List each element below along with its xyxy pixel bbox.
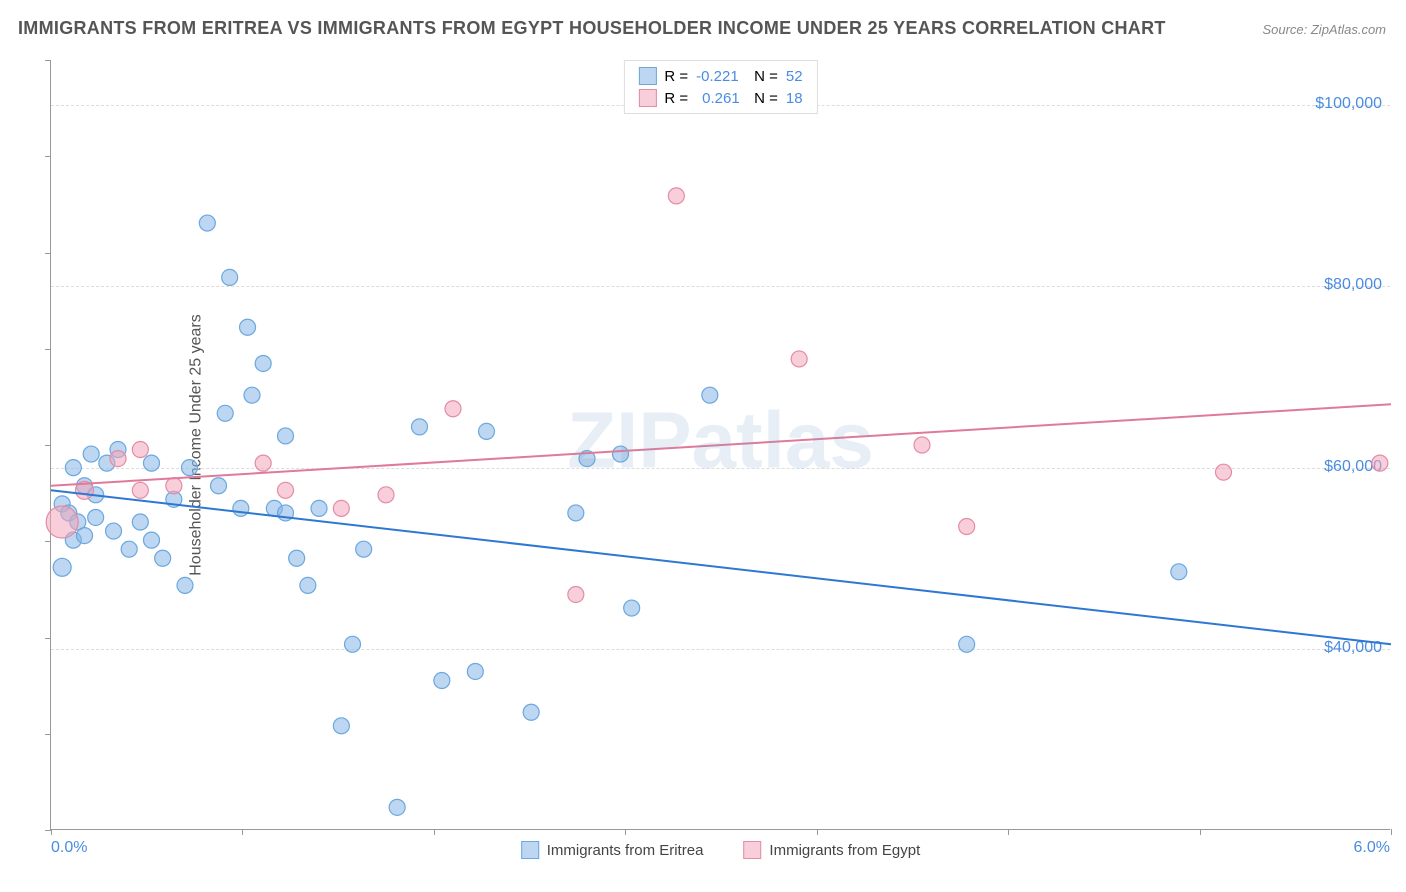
scatter-point-eritrea — [434, 673, 450, 689]
scatter-point-eritrea — [1171, 564, 1187, 580]
scatter-point-eritrea — [53, 558, 71, 576]
plot-area: Householder Income Under 25 years $100,0… — [50, 60, 1390, 830]
trend-line-egypt — [51, 404, 1391, 486]
legend-n-prefix: N = — [754, 90, 778, 107]
scatter-point-eritrea — [211, 478, 227, 494]
legend-n-value: 52 — [786, 68, 803, 85]
scatter-point-eritrea — [613, 446, 629, 462]
scatter-point-egypt — [959, 519, 975, 535]
legend-n-value: 18 — [786, 90, 803, 107]
scatter-point-eritrea — [88, 509, 104, 525]
legend-r-value: -0.221 — [696, 68, 746, 85]
scatter-point-egypt — [914, 437, 930, 453]
scatter-point-eritrea — [479, 423, 495, 439]
legend-series: Immigrants from Eritrea Immigrants from … — [521, 841, 921, 859]
x-tick-label: 6.0% — [1354, 839, 1390, 857]
scatter-point-eritrea — [278, 428, 294, 444]
x-tick — [625, 829, 626, 835]
scatter-point-eritrea — [624, 600, 640, 616]
legend-item-egypt: Immigrants from Egypt — [743, 841, 920, 859]
scatter-point-eritrea — [217, 405, 233, 421]
scatter-point-eritrea — [181, 460, 197, 476]
scatter-point-eritrea — [199, 215, 215, 231]
scatter-point-eritrea — [83, 446, 99, 462]
scatter-point-eritrea — [311, 500, 327, 516]
scatter-point-eritrea — [121, 541, 137, 557]
scatter-point-eritrea — [412, 419, 428, 435]
legend-stats-row: R = -0.221 N = 52 — [638, 67, 802, 85]
scatter-point-eritrea — [300, 577, 316, 593]
scatter-point-egypt — [1372, 455, 1388, 471]
scatter-point-eritrea — [389, 799, 405, 815]
scatter-point-egypt — [791, 351, 807, 367]
scatter-point-eritrea — [222, 269, 238, 285]
scatter-point-egypt — [255, 455, 271, 471]
scatter-point-eritrea — [155, 550, 171, 566]
scatter-point-eritrea — [333, 718, 349, 734]
legend-stats-row: R = 0.261 N = 18 — [638, 89, 802, 107]
x-tick — [1008, 829, 1009, 835]
scatter-point-eritrea — [132, 514, 148, 530]
legend-series-label: Immigrants from Eritrea — [547, 842, 704, 859]
x-tick — [242, 829, 243, 835]
scatter-point-egypt — [333, 500, 349, 516]
scatter-point-egypt — [1216, 464, 1232, 480]
legend-r-value: 0.261 — [696, 90, 746, 107]
scatter-point-eritrea — [244, 387, 260, 403]
scatter-point-egypt — [568, 586, 584, 602]
scatter-point-eritrea — [345, 636, 361, 652]
legend-swatch-egypt — [743, 841, 761, 859]
scatter-point-eritrea — [959, 636, 975, 652]
scatter-point-egypt — [445, 401, 461, 417]
legend-swatch-egypt — [638, 89, 656, 107]
legend-r-prefix: R = — [664, 68, 688, 85]
x-tick — [51, 829, 52, 835]
scatter-point-egypt — [110, 451, 126, 467]
trend-line-eritrea — [51, 490, 1391, 644]
legend-swatch-eritrea — [638, 67, 656, 85]
scatter-point-egypt — [378, 487, 394, 503]
x-tick-label: 0.0% — [51, 839, 87, 857]
scatter-point-eritrea — [144, 532, 160, 548]
scatter-point-eritrea — [523, 704, 539, 720]
scatter-point-eritrea — [65, 460, 81, 476]
legend-swatch-eritrea — [521, 841, 539, 859]
scatter-point-eritrea — [177, 577, 193, 593]
legend-series-label: Immigrants from Egypt — [769, 842, 920, 859]
plot-svg — [51, 60, 1390, 829]
legend-item-eritrea: Immigrants from Eritrea — [521, 841, 704, 859]
scatter-point-eritrea — [233, 500, 249, 516]
scatter-point-egypt — [166, 478, 182, 494]
scatter-point-eritrea — [240, 319, 256, 335]
scatter-point-eritrea — [289, 550, 305, 566]
legend-r-prefix: R = — [664, 90, 688, 107]
legend-stats: R = -0.221 N = 52 R = 0.261 N = 18 — [623, 60, 817, 114]
scatter-point-eritrea — [356, 541, 372, 557]
x-tick — [817, 829, 818, 835]
scatter-point-eritrea — [467, 663, 483, 679]
x-tick — [1391, 829, 1392, 835]
chart-title: IMMIGRANTS FROM ERITREA VS IMMIGRANTS FR… — [18, 18, 1166, 39]
scatter-point-eritrea — [568, 505, 584, 521]
scatter-point-eritrea — [255, 355, 271, 371]
scatter-point-egypt — [278, 482, 294, 498]
scatter-point-eritrea — [106, 523, 122, 539]
x-tick — [1200, 829, 1201, 835]
scatter-point-eritrea — [702, 387, 718, 403]
scatter-point-eritrea — [144, 455, 160, 471]
scatter-point-egypt — [46, 506, 78, 538]
y-tick — [45, 830, 51, 831]
scatter-point-egypt — [668, 188, 684, 204]
scatter-point-egypt — [132, 482, 148, 498]
scatter-point-eritrea — [77, 528, 93, 544]
legend-n-prefix: N = — [754, 68, 778, 85]
x-tick — [434, 829, 435, 835]
scatter-point-egypt — [132, 442, 148, 458]
source-label: Source: ZipAtlas.com — [1262, 22, 1386, 37]
